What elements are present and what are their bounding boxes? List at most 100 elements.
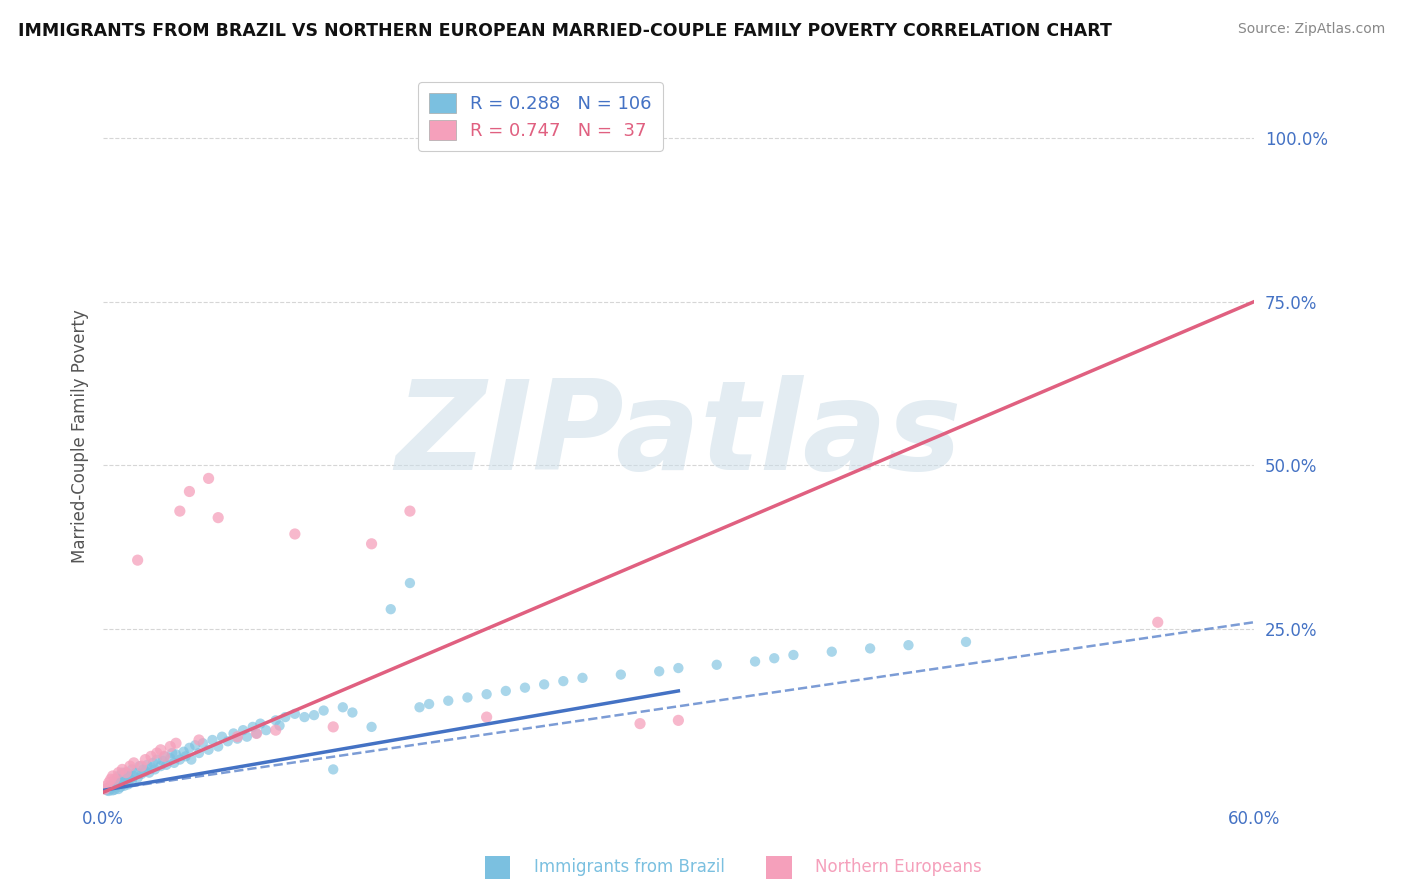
Point bbox=[188, 746, 211, 760]
Text: Source: ZipAtlas.com: Source: ZipAtlas.com bbox=[1237, 22, 1385, 37]
Point bbox=[179, 740, 201, 755]
Point bbox=[139, 760, 162, 774]
Point bbox=[104, 772, 127, 787]
Point bbox=[495, 684, 517, 698]
Point bbox=[110, 773, 132, 788]
Point bbox=[107, 769, 129, 783]
Point bbox=[96, 783, 118, 797]
Point bbox=[94, 782, 117, 797]
Point bbox=[437, 118, 460, 132]
Point bbox=[134, 753, 156, 767]
Point bbox=[571, 671, 593, 685]
Point bbox=[100, 772, 122, 787]
Point bbox=[475, 710, 498, 724]
Point bbox=[105, 779, 128, 793]
Point bbox=[115, 775, 138, 789]
Point bbox=[101, 780, 124, 794]
Point bbox=[112, 769, 135, 783]
Point bbox=[533, 677, 555, 691]
Point bbox=[322, 763, 344, 777]
Point bbox=[139, 749, 162, 764]
Point bbox=[125, 765, 148, 780]
Point bbox=[184, 738, 207, 752]
Point bbox=[302, 708, 325, 723]
Point bbox=[360, 720, 382, 734]
Point bbox=[399, 504, 422, 518]
Point bbox=[201, 733, 224, 747]
Point bbox=[169, 753, 191, 767]
Point bbox=[97, 780, 120, 794]
Point bbox=[211, 730, 233, 744]
Point bbox=[207, 739, 229, 754]
Point bbox=[254, 723, 277, 738]
Point bbox=[143, 763, 166, 777]
Point bbox=[122, 756, 145, 770]
Point bbox=[197, 471, 219, 485]
Point bbox=[264, 723, 287, 738]
Text: ZIPatlas: ZIPatlas bbox=[395, 376, 962, 497]
Point bbox=[101, 769, 124, 783]
Point bbox=[232, 723, 254, 738]
Point bbox=[322, 720, 344, 734]
Point bbox=[179, 484, 201, 499]
Point bbox=[274, 710, 297, 724]
Point bbox=[149, 759, 172, 773]
Point bbox=[456, 690, 478, 705]
Point bbox=[165, 747, 187, 762]
Point bbox=[149, 743, 172, 757]
Point bbox=[821, 645, 844, 659]
Point bbox=[153, 749, 176, 764]
Point bbox=[475, 687, 498, 701]
Point bbox=[117, 767, 139, 781]
Point bbox=[165, 736, 187, 750]
Point bbox=[127, 553, 149, 567]
Point bbox=[131, 759, 153, 773]
Point bbox=[513, 681, 536, 695]
Point bbox=[173, 745, 195, 759]
Point bbox=[134, 764, 156, 779]
Point bbox=[118, 772, 141, 787]
Point bbox=[648, 665, 671, 679]
Point bbox=[628, 716, 651, 731]
Point bbox=[859, 641, 882, 656]
Point bbox=[666, 714, 689, 728]
Point bbox=[408, 700, 430, 714]
Point bbox=[1146, 615, 1168, 630]
Point bbox=[121, 773, 143, 788]
Point bbox=[782, 648, 804, 662]
Point bbox=[136, 757, 159, 772]
Point bbox=[284, 706, 307, 721]
Point bbox=[100, 782, 122, 797]
Point bbox=[418, 697, 440, 711]
Point bbox=[666, 661, 689, 675]
Point bbox=[115, 765, 138, 780]
Point bbox=[360, 537, 382, 551]
Point bbox=[897, 638, 920, 652]
Point bbox=[217, 734, 239, 748]
Point bbox=[107, 782, 129, 797]
Point bbox=[122, 769, 145, 783]
Point bbox=[380, 602, 402, 616]
Point bbox=[399, 576, 422, 591]
Point bbox=[744, 655, 766, 669]
Point bbox=[107, 775, 129, 789]
Point bbox=[146, 746, 169, 760]
Point bbox=[191, 736, 214, 750]
Point bbox=[104, 775, 127, 789]
Point bbox=[159, 751, 181, 765]
Point bbox=[269, 718, 291, 732]
Point bbox=[163, 756, 186, 770]
Point bbox=[342, 706, 364, 720]
Legend: R = 0.288   N = 106, R = 0.747   N =  37: R = 0.288 N = 106, R = 0.747 N = 37 bbox=[418, 82, 662, 151]
Y-axis label: Married-Couple Family Poverty: Married-Couple Family Poverty bbox=[72, 309, 89, 563]
Point bbox=[153, 749, 176, 764]
Point bbox=[207, 510, 229, 524]
Point bbox=[180, 753, 202, 767]
Point bbox=[610, 667, 633, 681]
Point bbox=[152, 754, 174, 768]
Point bbox=[105, 772, 128, 787]
Point bbox=[226, 731, 249, 746]
Point bbox=[159, 739, 181, 754]
Point bbox=[132, 763, 155, 777]
Text: Immigrants from Brazil: Immigrants from Brazil bbox=[534, 858, 725, 876]
